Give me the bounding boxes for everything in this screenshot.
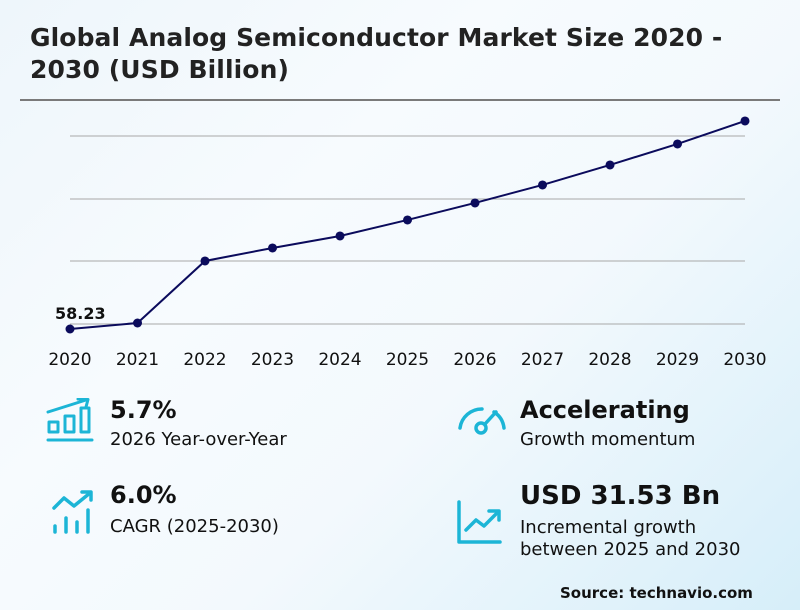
kpi-cagr-value: 6.0% <box>110 481 177 509</box>
data-point <box>740 116 750 126</box>
x-tick-label: 2025 <box>386 350 429 370</box>
kpi-momentum-value: Accelerating <box>520 396 690 424</box>
trend-up-bars-icon <box>52 490 93 534</box>
source-credit: Source: technavio.com <box>560 584 753 602</box>
x-tick-label: 2027 <box>521 350 564 370</box>
kpi-incremental-value: USD 31.53 Bn <box>520 481 721 511</box>
x-tick-label: 2029 <box>656 350 699 370</box>
x-tick-label: 2028 <box>588 350 631 370</box>
kpi-yoy-label: 2026 Year-over-Year <box>110 429 287 450</box>
kpi-yoy-value: 5.7% <box>110 396 177 424</box>
x-tick-label: 2021 <box>116 350 159 370</box>
page-title: Global Analog Semiconductor Market Size … <box>30 23 723 84</box>
line-chart-growth-icon <box>457 500 502 544</box>
kpi-incremental-label-line2: between 2025 and 2030 <box>520 539 741 560</box>
data-point <box>335 231 345 241</box>
data-point <box>65 324 75 334</box>
data-point <box>200 256 210 266</box>
x-tick-label: 2026 <box>453 350 496 370</box>
data-point <box>403 215 412 225</box>
kpi-incremental-label-line1: Incremental growth <box>520 517 697 538</box>
speedometer-icon <box>458 407 506 435</box>
line-chart: 2020 2021 2022 2023 2024 2025 2026 2027 2028 2029… <box>48 116 767 370</box>
x-tick-label: 2030 <box>723 350 766 370</box>
data-point <box>133 318 142 328</box>
data-point <box>268 243 277 253</box>
bar-chart-growth-icon <box>46 398 94 442</box>
x-tick-label: 2020 <box>48 350 91 370</box>
kpi-cagr-label: CAGR (2025-2030) <box>110 516 279 537</box>
data-label: 58.23 <box>55 304 106 323</box>
x-tick-label: 2024 <box>318 350 361 370</box>
data-point <box>470 198 480 208</box>
x-tick-label: 2023 <box>251 350 294 370</box>
data-point <box>605 160 615 170</box>
data-point <box>673 139 682 149</box>
title-divider <box>20 99 780 101</box>
kpi-momentum-label: Growth momentum <box>520 429 696 450</box>
x-tick-label: 2022 <box>183 350 226 370</box>
data-point <box>538 180 547 190</box>
series-line <box>69 120 746 330</box>
